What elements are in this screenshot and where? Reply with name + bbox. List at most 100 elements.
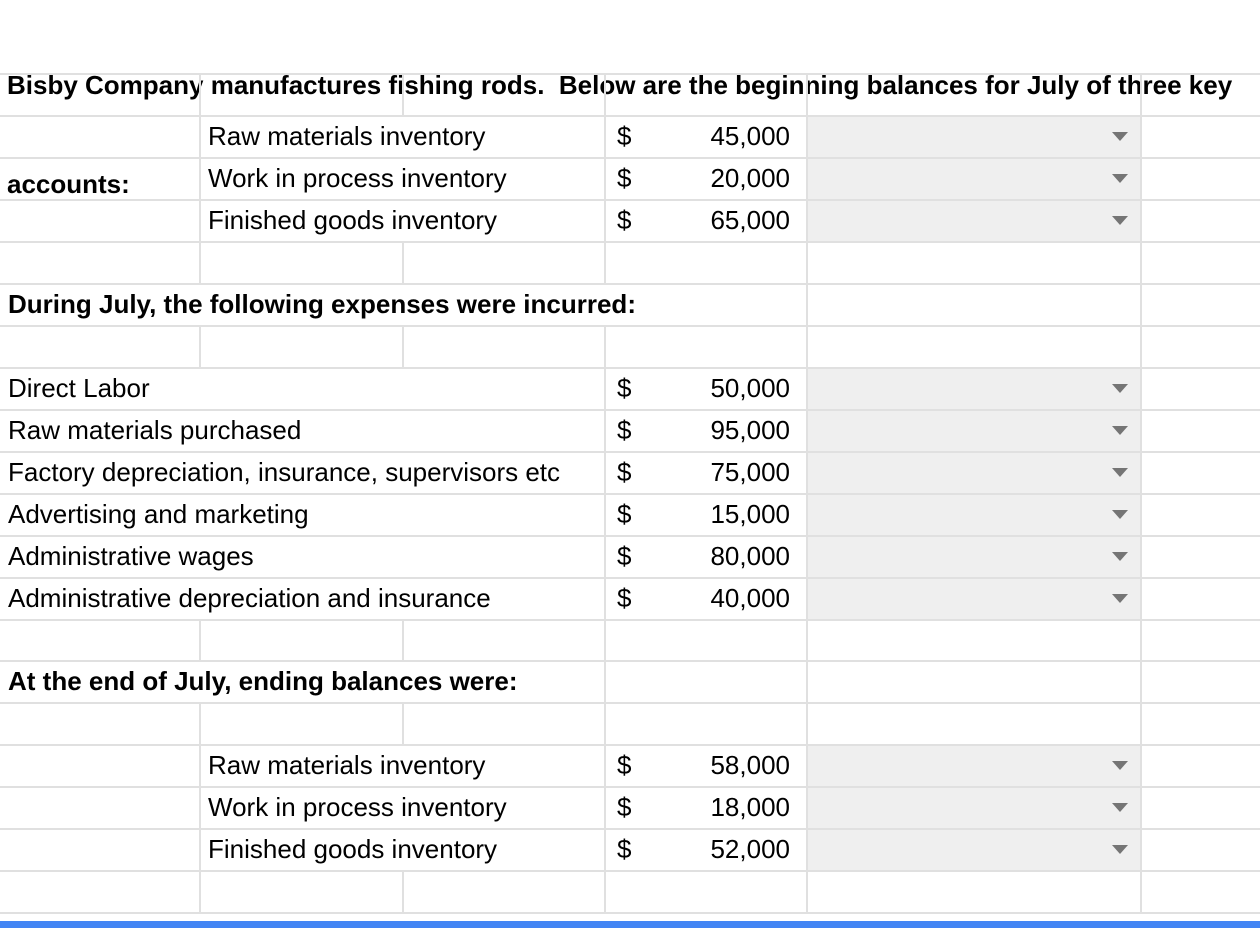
gridline-vertical	[604, 451, 606, 495]
gridline-vertical	[402, 619, 404, 662]
gridline-vertical	[199, 325, 201, 369]
amount-cell: $ 20,000	[604, 157, 790, 199]
gridline-vertical	[604, 702, 606, 746]
gridline-vertical	[1140, 535, 1142, 579]
gridline-vertical	[1140, 451, 1142, 495]
account-type-dropdown[interactable]	[806, 451, 1140, 493]
amount-value: 15,000	[710, 498, 790, 529]
amount-cell: $ 75,000	[604, 451, 790, 493]
gridline-vertical	[1140, 577, 1142, 621]
triangle-down-icon	[1112, 174, 1128, 183]
gridline-horizontal	[0, 409, 1260, 411]
gridline-vertical	[806, 241, 808, 285]
gridline-vertical	[402, 702, 404, 746]
currency-symbol: $	[617, 833, 632, 864]
gridline-vertical	[1140, 619, 1142, 662]
currency-symbol: $	[617, 372, 632, 403]
amount-value: 75,000	[710, 456, 790, 487]
gridline-vertical	[604, 577, 606, 621]
gridline-horizontal	[0, 451, 1260, 453]
gridline-horizontal	[0, 367, 1260, 369]
gridline-vertical	[1140, 702, 1142, 746]
gridline-vertical	[199, 744, 201, 788]
gridline-vertical	[604, 157, 606, 201]
account-type-dropdown[interactable]	[806, 535, 1140, 577]
table-row: Administrative depreciation and insuranc…	[0, 577, 1260, 619]
gridline-vertical	[1140, 199, 1142, 243]
gridline-horizontal	[0, 870, 1260, 872]
gridline-vertical	[604, 325, 606, 369]
account-type-dropdown[interactable]	[806, 157, 1140, 199]
gridline-horizontal	[0, 325, 1260, 327]
currency-symbol: $	[617, 540, 632, 571]
gridline-vertical	[604, 786, 606, 830]
gridline-vertical	[604, 115, 606, 159]
gridline-vertical	[806, 619, 808, 662]
gridline-vertical	[806, 409, 808, 453]
gridline-vertical	[199, 786, 201, 830]
amount-value: 65,000	[710, 204, 790, 235]
gridline-vertical	[806, 367, 808, 411]
row-label: Finished goods inventory	[208, 204, 498, 235]
gridline-horizontal	[0, 241, 1260, 243]
amount-value: 45,000	[710, 120, 790, 151]
table-row: Raw materials inventory $ 45,000	[0, 115, 1260, 157]
gridline-vertical	[1140, 73, 1142, 117]
gridline-vertical	[604, 744, 606, 788]
table-row: Advertising and marketing $ 15,000	[0, 493, 1260, 535]
account-type-dropdown[interactable]	[806, 828, 1140, 870]
amount-cell: $ 18,000	[604, 786, 790, 828]
triangle-down-icon	[1112, 132, 1128, 141]
currency-symbol: $	[617, 204, 632, 235]
account-type-dropdown[interactable]	[806, 115, 1140, 157]
gridline-vertical	[1140, 409, 1142, 453]
gridline-vertical	[199, 73, 201, 117]
gridline-horizontal	[0, 73, 1260, 75]
currency-symbol: $	[617, 582, 632, 613]
table-row: Finished goods inventory $ 52,000	[0, 828, 1260, 870]
amount-value: 40,000	[710, 582, 790, 613]
amount-cell: $ 40,000	[604, 577, 790, 619]
currency-symbol: $	[617, 749, 632, 780]
triangle-down-icon	[1112, 594, 1128, 603]
gridline-vertical	[604, 619, 606, 662]
problem-title-line1: Bisby Company manufactures fishing rods.…	[7, 70, 1233, 100]
gridline-vertical	[604, 870, 606, 914]
amount-cell: $ 15,000	[604, 493, 790, 535]
triangle-down-icon	[1112, 845, 1128, 854]
row-label: Work in process inventory	[208, 791, 507, 822]
account-type-dropdown[interactable]	[806, 577, 1140, 619]
triangle-down-icon	[1112, 468, 1128, 477]
currency-symbol: $	[617, 162, 632, 193]
amount-cell: $ 45,000	[604, 115, 790, 157]
account-type-dropdown[interactable]	[806, 493, 1140, 535]
problem-title: Bisby Company manufactures fishing rods.…	[7, 3, 1257, 267]
gridline-horizontal	[0, 115, 1260, 117]
amount-cell: $ 80,000	[604, 535, 790, 577]
gridline-vertical	[402, 870, 404, 914]
account-type-dropdown[interactable]	[806, 367, 1140, 409]
gridline-vertical	[806, 535, 808, 579]
amount-value: 18,000	[710, 791, 790, 822]
amount-cell: $ 65,000	[604, 199, 790, 241]
triangle-down-icon	[1112, 510, 1128, 519]
account-type-dropdown[interactable]	[806, 786, 1140, 828]
triangle-down-icon	[1112, 552, 1128, 561]
table-row: Administrative wages $ 80,000	[0, 535, 1260, 577]
gridline-vertical	[1140, 115, 1142, 159]
gridline-vertical	[806, 157, 808, 201]
currency-symbol: $	[617, 120, 632, 151]
gridline-vertical	[1140, 283, 1142, 327]
table-row: Raw materials inventory $ 58,000	[0, 744, 1260, 786]
account-type-dropdown[interactable]	[806, 409, 1140, 451]
gridline-vertical	[806, 451, 808, 495]
account-type-dropdown[interactable]	[806, 744, 1140, 786]
gridline-vertical	[199, 199, 201, 243]
gridline-vertical	[806, 660, 808, 704]
account-type-dropdown[interactable]	[806, 199, 1140, 241]
gridline-vertical	[806, 828, 808, 872]
amount-value: 95,000	[710, 414, 790, 445]
triangle-down-icon	[1112, 216, 1128, 225]
gridline-horizontal	[0, 702, 1260, 704]
